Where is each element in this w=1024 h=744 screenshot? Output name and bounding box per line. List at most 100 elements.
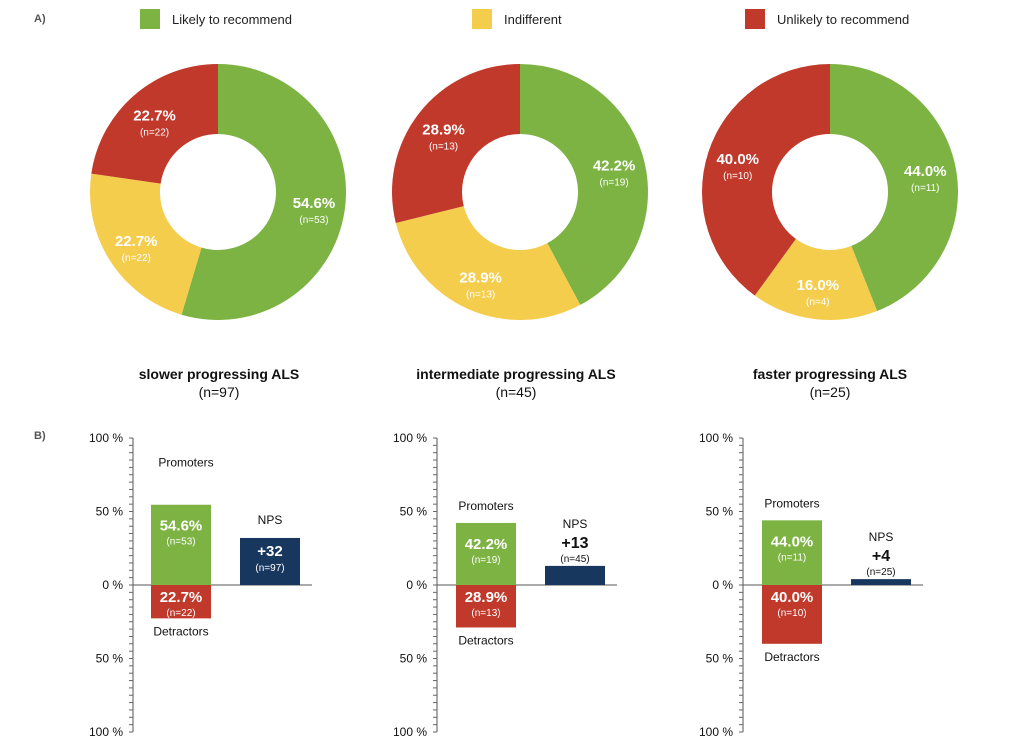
donut-slice-n-label: (n=19) — [600, 177, 629, 188]
donut-slice-n-label: (n=22) — [140, 128, 169, 139]
group-title-text: slower progressing ALS — [138, 366, 300, 382]
legend-swatch-unlikely — [745, 9, 765, 29]
legend-label-indifferent: Indifferent — [504, 11, 562, 27]
donut-slice-value-label: 28.9% — [459, 270, 502, 287]
nps-n-label: (n=97) — [255, 563, 284, 574]
donut-slice-unlikely — [702, 64, 830, 296]
detractors-bar — [151, 585, 211, 619]
nps-label: NPS — [258, 513, 283, 527]
y-tick-label: 100 % — [699, 725, 733, 739]
y-tick-label: 100 % — [699, 431, 733, 445]
nps-bar — [851, 579, 911, 585]
panel-label-a: A) — [34, 13, 46, 25]
detractors-n-label: (n=10) — [777, 608, 806, 619]
detractors-bar — [456, 585, 516, 628]
donut-slice-value-label: 22.7% — [133, 108, 176, 125]
donut-slice-value-label: 22.7% — [115, 233, 158, 250]
legend-swatch-likely — [140, 9, 160, 29]
detractors-n-label: (n=13) — [471, 608, 500, 619]
detractors-value-label: 40.0% — [771, 589, 814, 606]
y-tick-label: 50 % — [706, 505, 734, 519]
donut-slice-value-label: 44.0% — [904, 163, 947, 180]
promoters-n-label: (n=19) — [471, 555, 500, 566]
detractors-bar — [762, 585, 822, 644]
donut-slice-indifferent — [395, 206, 581, 320]
nps-n-label: (n=45) — [560, 554, 589, 565]
donut-slice-n-label: (n=11) — [911, 183, 939, 194]
nps-label: NPS — [563, 517, 588, 531]
legend-label-unlikely: Unlikely to recommend — [777, 11, 910, 27]
donut-slice-n-label: (n=22) — [122, 253, 151, 264]
legend-item-likely: Likely to recommend — [140, 9, 292, 29]
donut-slice-value-label: 54.6% — [293, 195, 336, 212]
y-tick-label: 100 % — [393, 725, 427, 739]
y-tick-label: 50 % — [706, 652, 734, 666]
y-tick-label: 50 % — [400, 505, 428, 519]
y-tick-label: 0 % — [712, 578, 733, 592]
legend-label-likely: Likely to recommend — [172, 11, 292, 27]
detractors-label: Detractors — [764, 650, 819, 664]
group-title-slower: slower progressing ALS (n=97) — [69, 365, 369, 401]
group-title-text: faster progressing ALS — [752, 366, 908, 382]
donut-slice-likely — [181, 64, 346, 320]
group-n-label: (n=45) — [495, 384, 537, 400]
detractors-value-label: 28.9% — [465, 589, 508, 606]
y-tick-label: 50 % — [96, 505, 124, 519]
donut-slice-value-label: 28.9% — [422, 121, 465, 138]
donut-slice-value-label: 42.2% — [593, 157, 636, 174]
promoters-n-label: (n=11) — [778, 552, 806, 563]
promoters-label: Promoters — [458, 499, 513, 513]
y-tick-label: 50 % — [96, 652, 124, 666]
promoters-n-label: (n=53) — [166, 537, 195, 548]
legend-swatch-indifferent — [472, 9, 492, 29]
detractors-n-label: (n=22) — [166, 608, 195, 619]
y-tick-label: 100 % — [393, 431, 427, 445]
promoters-value-label: 42.2% — [465, 536, 508, 553]
group-title-intermediate: intermediate progressing ALS (n=45) — [366, 365, 666, 401]
nps-label: NPS — [869, 530, 894, 544]
donut-slice-likely — [520, 64, 649, 305]
donut-slice-likely — [830, 64, 958, 312]
donut-slice-n-label: (n=4) — [806, 297, 830, 308]
legend-item-unlikely: Unlikely to recommend — [745, 9, 909, 29]
donut-slice-indifferent — [754, 238, 878, 320]
group-n-label: (n=25) — [809, 384, 851, 400]
donut-slice-n-label: (n=53) — [299, 215, 328, 226]
y-tick-label: 0 % — [102, 578, 123, 592]
donut-slice-value-label: 16.0% — [797, 277, 840, 294]
panel-label-b: B) — [34, 430, 46, 442]
group-title-faster: faster progressing ALS (n=25) — [680, 365, 980, 401]
y-tick-label: 100 % — [89, 431, 123, 445]
donut-slice-unlikely — [391, 64, 520, 224]
donut-slice-n-label: (n=13) — [466, 290, 495, 301]
legend-item-indifferent: Indifferent — [472, 9, 562, 29]
promoters-value-label: 54.6% — [160, 518, 203, 535]
promoters-bar — [151, 504, 211, 585]
group-n-label: (n=97) — [198, 384, 240, 400]
nps-bar — [545, 565, 605, 585]
promoters-bar — [762, 520, 822, 585]
nps-value-label: +4 — [872, 548, 890, 565]
group-title-text: intermediate progressing ALS — [416, 366, 616, 382]
y-tick-label: 0 % — [406, 578, 427, 592]
y-tick-label: 50 % — [400, 652, 428, 666]
donut-slice-n-label: (n=10) — [723, 171, 752, 182]
detractors-value-label: 22.7% — [160, 589, 203, 606]
donut-slice-n-label: (n=13) — [429, 141, 458, 152]
y-tick-label: 100 % — [89, 725, 123, 739]
promoters-value-label: 44.0% — [771, 533, 814, 550]
nps-bar — [240, 537, 300, 585]
donut-slice-value-label: 40.0% — [716, 151, 759, 168]
promoters-label: Promoters — [764, 496, 819, 510]
promoters-bar — [456, 522, 516, 585]
nps-n-label: (n=25) — [866, 567, 895, 578]
donut-slice-indifferent — [90, 173, 202, 315]
detractors-label: Detractors — [458, 633, 513, 647]
nps-value-label: +32 — [257, 543, 282, 560]
promoters-label: Promoters — [158, 456, 213, 470]
detractors-label: Detractors — [153, 624, 208, 638]
nps-value-label: +13 — [561, 535, 588, 552]
donut-slice-unlikely — [91, 64, 218, 184]
